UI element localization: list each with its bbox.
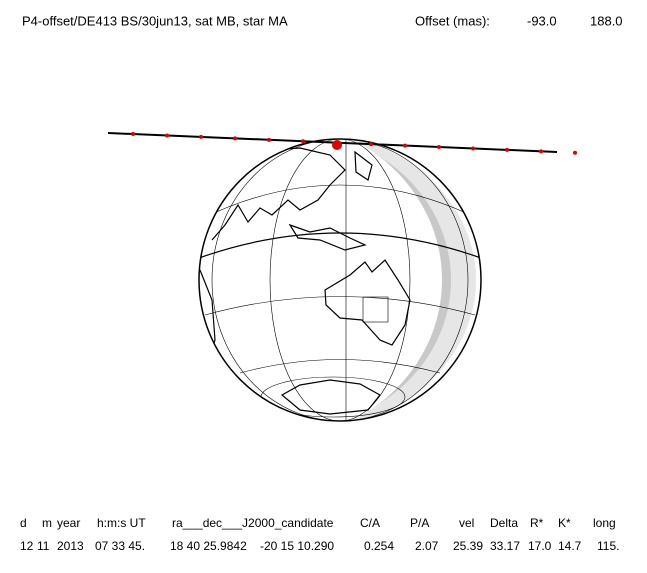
table-cell: 07 33 45. — [95, 539, 145, 553]
offset-value: -93.0 — [527, 13, 557, 28]
coastline — [324, 259, 411, 346]
table-cell: 115. — [597, 539, 619, 553]
column-header: year — [57, 516, 80, 530]
table-cell: 0.254 — [364, 539, 394, 553]
column-header: long — [593, 516, 616, 530]
event-table: d m year h:m:s UT ra___dec___J2000_candidate… — [20, 516, 619, 553]
title: P4-offset/DE413 BS/30jun13, sat MB, star… — [22, 13, 288, 28]
track-dot — [369, 142, 373, 147]
coastline — [280, 379, 381, 415]
track-dot — [267, 137, 271, 142]
track-dot — [573, 150, 577, 155]
table-cell: 18 40 25.9842 — [170, 539, 247, 553]
table-cell: 2.07 — [415, 539, 439, 553]
parallel — [199, 184, 481, 221]
parallel — [204, 296, 476, 316]
column-header: P/A — [410, 516, 429, 530]
track-dot — [505, 147, 509, 152]
parallel — [239, 359, 441, 374]
offset-label: Offset (mas): — [415, 13, 490, 28]
table-cell: 11 — [37, 539, 50, 553]
column-header: R* — [530, 516, 544, 530]
table-cell: 14.7 — [558, 539, 582, 553]
track-dot — [335, 140, 339, 145]
meridian — [269, 139, 411, 421]
column-header: d — [20, 516, 27, 530]
track-dot — [403, 143, 407, 148]
column-header: m — [42, 516, 52, 530]
table-cell: 17.0 — [528, 539, 552, 553]
table-cell: 25.39 — [453, 539, 483, 553]
track-dot — [539, 149, 543, 154]
shadow-track — [107, 132, 577, 155]
column-header: h:m:s UT — [97, 516, 146, 530]
column-header: Delta — [490, 516, 518, 530]
table-cell: 2013 — [57, 539, 84, 553]
column-header: C/A — [360, 516, 380, 530]
column-header: K* — [558, 516, 571, 530]
track-dot — [131, 132, 135, 137]
track-dot — [471, 146, 475, 151]
track-dot — [233, 136, 237, 141]
table-cell: 33.17 — [490, 539, 520, 553]
track-dot — [437, 145, 441, 150]
column-header: ra___dec___J2000_candidate — [172, 516, 334, 530]
track-dot — [199, 134, 203, 139]
column-header: vel — [459, 516, 474, 530]
globe-outline — [198, 138, 482, 422]
coastline — [354, 150, 373, 181]
track-dot — [165, 133, 169, 138]
globe — [198, 138, 482, 422]
track-dot — [301, 139, 305, 144]
closest-approach — [332, 140, 342, 150]
table-cell: -20 15 10.290 — [260, 539, 334, 553]
table-cell: 12 — [20, 539, 34, 553]
region-box — [362, 296, 389, 323]
meridian — [211, 139, 469, 421]
coastline — [288, 223, 367, 251]
offset-value: 188.0 — [590, 13, 623, 28]
track-line — [107, 132, 558, 153]
